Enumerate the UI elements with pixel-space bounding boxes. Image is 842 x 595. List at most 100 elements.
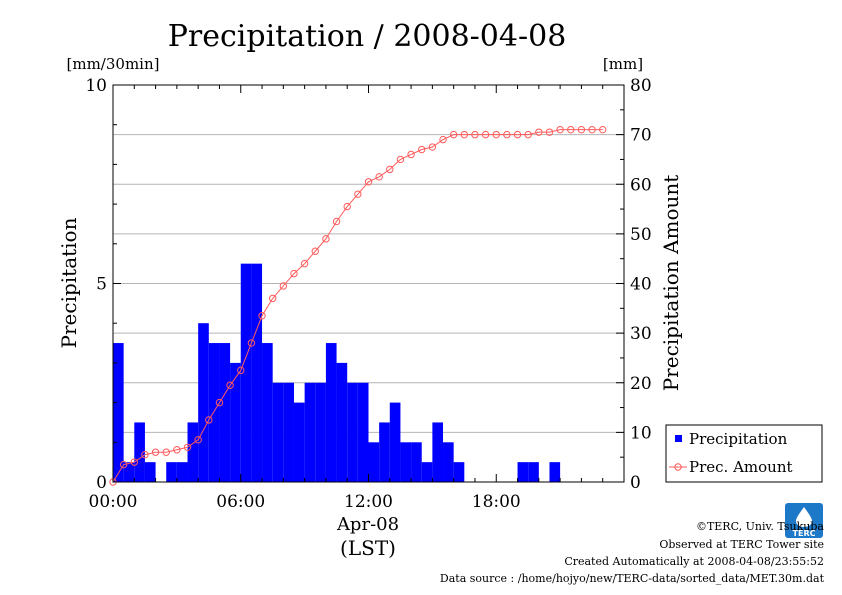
x-tick-label: 12:00: [344, 492, 393, 512]
left-axis-ticks: 0 5 10: [85, 76, 121, 493]
terc-logo: TERC: [785, 503, 823, 538]
right-tick-label: 10: [630, 423, 652, 443]
prec-amount-line: [109, 125, 607, 486]
precipitation-bar: [113, 343, 124, 482]
prec-amount-point: [481, 130, 490, 139]
logo-text: TERC: [793, 529, 816, 538]
chart-title: Precipitation / 2008-04-08: [168, 19, 567, 54]
x-tick-label: 18:00: [472, 492, 521, 512]
water-drop-icon: [796, 507, 812, 527]
precipitation-bar: [357, 382, 369, 482]
prec-amount-point: [247, 339, 256, 347]
prec-amount-point: [418, 145, 426, 154]
prec-amount-point: [130, 458, 138, 466]
prec-amount-point: [141, 451, 149, 459]
precipitation-bar: [379, 422, 390, 482]
x-axis-timezone-label: (LST): [340, 536, 396, 560]
precipitation-bars: [113, 263, 561, 482]
precipitation-bar: [368, 442, 380, 482]
prec-amount-point: [268, 294, 277, 303]
prec-amount-point: [545, 128, 554, 136]
legend-bar-swatch: [675, 435, 682, 442]
precipitation-bar: [315, 382, 326, 482]
left-tick-label: 0: [96, 473, 107, 493]
prec-amount-point: [162, 448, 170, 456]
right-tick-label: 80: [630, 76, 652, 96]
left-tick-label: 10: [85, 76, 107, 96]
precipitation-bar: [272, 382, 284, 482]
right-axis-ticks: 0 10 20 30 40 50 60 70 80: [616, 76, 652, 493]
right-tick-label: 50: [630, 225, 652, 245]
prec-amount-point: [492, 130, 500, 139]
precipitation-bar: [443, 442, 454, 482]
credit-copyright: ©TERC, Univ. Tsukuba: [696, 520, 824, 533]
legend-marker-swatch: [674, 463, 682, 471]
right-tick-label: 70: [630, 126, 652, 146]
prec-amount-point: [226, 381, 234, 389]
precipitation-bar: [293, 402, 305, 482]
prec-amount-point: [535, 128, 543, 136]
precipitation-bar: [123, 462, 135, 482]
right-tick-label: 20: [630, 374, 652, 394]
prec-amount-point: [205, 416, 213, 424]
prec-amount-point: [513, 130, 522, 139]
legend-box: [665, 424, 823, 483]
prec-amount-point: [386, 165, 394, 174]
prec-amount-point: [343, 202, 351, 211]
left-axis-title: Precipitation: [57, 217, 81, 348]
precipitation-bar: [411, 442, 422, 482]
right-axis-title: Precipitation Amount: [659, 175, 683, 392]
precipitation-bar: [176, 462, 188, 482]
prec-amount-point: [460, 130, 469, 139]
precipitation-bar: [283, 382, 294, 482]
prec-amount-point: [183, 443, 192, 451]
precipitation-bar: [144, 462, 156, 482]
precipitation-bar: [166, 462, 177, 482]
prec-amount-point: [503, 130, 511, 139]
prec-amount-point: [300, 259, 309, 268]
prec-amount-point: [428, 143, 437, 151]
precipitation-bar: [432, 422, 444, 482]
precipitation-bar: [528, 462, 539, 482]
precipitation-bar: [219, 343, 231, 482]
precipitation-bar: [400, 442, 412, 482]
prec-amount-point: [354, 190, 362, 198]
prec-amount-point: [279, 282, 288, 290]
prec-amount-point: [524, 130, 532, 139]
right-axis-unit: [mm]: [603, 55, 643, 73]
prec-amount-point: [173, 446, 181, 454]
credits: ©TERC, Univ. Tsukuba Observed at TERC To…: [440, 520, 825, 585]
precipitation-bar: [208, 343, 220, 482]
precipitation-bar: [187, 422, 199, 482]
x-axis-ticks: 00:00 06:00 12:00 18:00: [89, 85, 625, 512]
precipitation-bar: [517, 462, 529, 482]
x-tick-label: 00:00: [89, 492, 138, 512]
precipitation-bar: [347, 382, 358, 482]
prec-amount-point: [194, 436, 202, 444]
prec-amount-point: [151, 448, 160, 456]
right-tick-label: 0: [630, 473, 641, 493]
x-tick-label: 06:00: [216, 492, 265, 512]
precipitation-bar: [389, 402, 401, 482]
legend-label-precipitation: Precipitation: [689, 430, 788, 448]
prec-amount-point: [237, 366, 245, 375]
legend-label-prec-amount: Prec. Amount: [689, 458, 793, 476]
prec-amount-point: [588, 125, 596, 134]
precipitation-bar: [304, 382, 316, 482]
precipitation-bar: [325, 343, 337, 482]
prec-amount-point: [449, 130, 458, 139]
prec-amount-point: [577, 125, 586, 134]
credit-source: Data source : /home/hojyo/new/TERC-data/…: [440, 572, 825, 585]
precipitation-bar: [549, 462, 561, 482]
precipitation-bar: [251, 263, 263, 482]
prec-amount-point: [396, 155, 405, 164]
precipitation-bar: [230, 362, 241, 482]
right-tick-label: 60: [630, 175, 652, 195]
precipitation-bar: [336, 362, 348, 482]
prec-amount-point: [364, 178, 373, 186]
credit-created: Created Automatically at 2008-04-08/23:5…: [564, 555, 824, 568]
prec-amount-point: [322, 235, 330, 243]
right-tick-label: 30: [630, 324, 652, 344]
left-axis-unit: [mm/30min]: [67, 55, 160, 73]
